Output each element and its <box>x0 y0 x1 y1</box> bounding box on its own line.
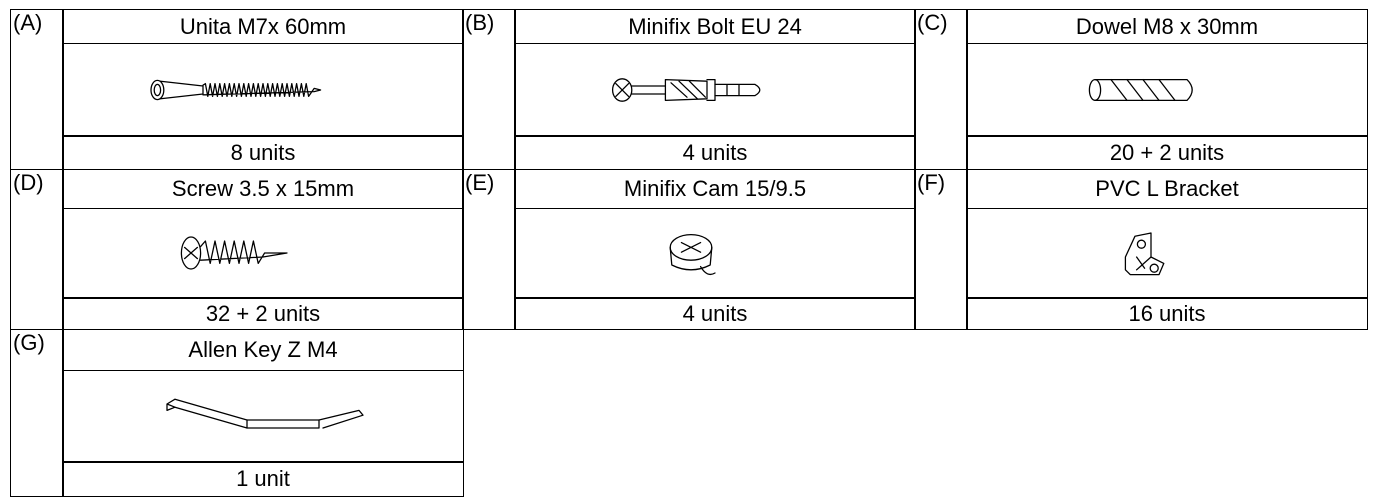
part-image <box>62 369 464 463</box>
part-image <box>62 42 464 137</box>
part-letter: (D) <box>10 169 64 330</box>
part-icon <box>1124 232 1165 276</box>
part-quantity: 20 + 2 units <box>966 135 1368 170</box>
part-image <box>62 207 464 299</box>
part-letter: (G) <box>10 329 64 497</box>
part-name: Unita M7x 60mm <box>62 9 464 44</box>
part-name: PVC L Bracket <box>966 169 1368 209</box>
part-icon <box>150 79 322 100</box>
part-name: Minifix Bolt EU 24 <box>514 9 916 44</box>
part-quantity: 32 + 2 units <box>62 297 464 330</box>
part-quantity: 4 units <box>514 297 916 330</box>
part-name: Screw 3.5 x 15mm <box>62 169 464 209</box>
part-icon <box>180 236 288 270</box>
part-icon <box>166 398 364 429</box>
part-image <box>514 42 916 137</box>
part-letter: (C) <box>914 9 968 170</box>
part-icon <box>1088 78 1193 101</box>
part-image <box>514 207 916 299</box>
part-icon <box>669 233 716 276</box>
part-image <box>966 207 1368 299</box>
part-quantity: 8 units <box>62 135 464 170</box>
part-quantity: 16 units <box>966 297 1368 330</box>
part-image <box>966 42 1368 137</box>
part-quantity: 1 unit <box>62 461 464 497</box>
part-letter: (E) <box>462 169 516 330</box>
part-quantity: 4 units <box>514 135 916 170</box>
part-name: Allen Key Z M4 <box>62 329 464 371</box>
part-icon <box>611 77 761 102</box>
part-name: Dowel M8 x 30mm <box>966 9 1368 44</box>
part-letter: (B) <box>462 9 516 170</box>
part-name: Minifix Cam 15/9.5 <box>514 169 916 209</box>
part-letter: (A) <box>10 9 64 170</box>
part-letter: (F) <box>914 169 968 330</box>
